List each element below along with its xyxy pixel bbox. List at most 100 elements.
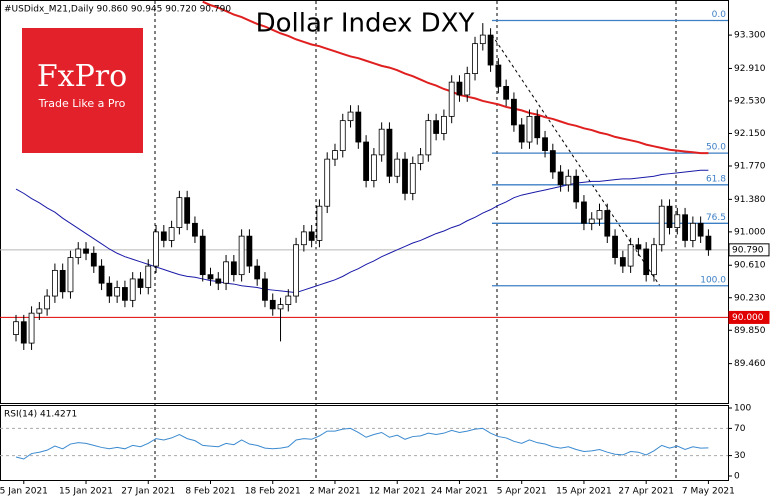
x-tick-label: 12 Mar 2021 xyxy=(369,487,426,497)
candle-body xyxy=(153,231,159,267)
candle-body xyxy=(487,34,494,66)
candle-body xyxy=(192,222,198,237)
rsi-label: RSI(14) 41.4271 xyxy=(4,410,77,420)
candle-body xyxy=(666,205,673,228)
y-tick-label: 93.300 xyxy=(734,31,766,41)
x-tick-label: 2 Mar 2021 xyxy=(309,487,360,497)
candle-body xyxy=(347,111,354,122)
candle-body xyxy=(160,231,167,241)
rsi-tick-label: 70 xyxy=(734,424,746,434)
logo-tagline: Trade Like a Pro xyxy=(38,97,126,110)
candle-body xyxy=(36,308,43,314)
main-panel xyxy=(0,0,729,404)
candle-body xyxy=(137,278,144,288)
moving-average xyxy=(202,0,709,155)
candle-body xyxy=(300,231,307,246)
candle-body xyxy=(581,201,587,224)
candle-body xyxy=(705,235,712,251)
x-tick-label: 27 Apr 2021 xyxy=(618,487,674,497)
moving-average xyxy=(15,169,709,294)
candle-body xyxy=(59,269,66,293)
candle-body xyxy=(207,274,214,280)
x-tick-label: 7 May 2021 xyxy=(682,487,735,497)
candle-body xyxy=(269,299,276,310)
candle-body xyxy=(44,295,51,310)
x-tick-label: 8 Feb 2021 xyxy=(185,487,235,497)
candle-body xyxy=(643,248,650,276)
candle-body xyxy=(635,244,642,250)
x-tick-label: 5 Apr 2021 xyxy=(497,487,547,497)
candle-body xyxy=(122,287,128,301)
candle-body xyxy=(456,81,463,96)
candle-body xyxy=(168,227,175,241)
logo-name: FxPro xyxy=(37,59,127,94)
candle-body xyxy=(75,248,82,258)
y-tick-label: 90.230 xyxy=(734,293,766,303)
fib-label: 76.5 xyxy=(706,213,726,223)
candle-body xyxy=(223,261,229,284)
candle-body xyxy=(464,73,471,96)
candle-body xyxy=(98,265,105,284)
candle-body xyxy=(106,282,113,297)
candle-body xyxy=(83,248,89,254)
fib-trend-line xyxy=(491,34,661,287)
candle-body xyxy=(230,261,237,276)
fib-label: 50.0 xyxy=(706,143,726,153)
candle-body xyxy=(324,158,331,207)
candle-body xyxy=(526,115,533,143)
fib-label: 61.8 xyxy=(706,174,726,184)
candle-body xyxy=(129,278,136,301)
candle-body xyxy=(573,175,580,203)
fib-label: 0.0 xyxy=(712,10,727,20)
candle-body xyxy=(339,120,346,151)
fib-label: 100.0 xyxy=(700,275,726,285)
logo-box xyxy=(22,28,143,153)
candle-body xyxy=(394,158,401,177)
candle-body xyxy=(409,163,416,194)
candle-body xyxy=(355,111,362,143)
candle-body xyxy=(386,128,393,177)
candle-body xyxy=(215,278,222,284)
candle-body xyxy=(495,64,502,87)
y-tick-label: 89.850 xyxy=(734,326,766,336)
candle-body xyxy=(378,128,385,156)
candle-body xyxy=(503,86,510,100)
candle-body xyxy=(145,265,152,288)
x-tick-label: 15 Jan 2021 xyxy=(59,487,113,497)
price-label: 90.790 xyxy=(732,245,764,255)
candle-body xyxy=(658,205,665,246)
x-tick-label: 18 Feb 2021 xyxy=(245,487,301,497)
y-tick-label: 90.610 xyxy=(734,261,766,271)
candle-body xyxy=(674,214,681,228)
candle-body xyxy=(363,141,370,181)
candle-body xyxy=(262,278,268,301)
candle-body xyxy=(246,235,253,267)
x-tick-label: 5 Jan 2021 xyxy=(0,487,48,497)
candle-body xyxy=(682,214,688,241)
candle-body xyxy=(67,257,74,293)
candle-body xyxy=(542,137,548,151)
candle-body xyxy=(13,321,19,335)
rsi-tick-label: 0 xyxy=(734,472,740,482)
candle-body xyxy=(604,210,611,237)
candle-body xyxy=(534,115,541,139)
candle-body xyxy=(90,252,97,267)
candle-body xyxy=(316,205,323,241)
candle-body xyxy=(588,218,595,224)
candle-body xyxy=(448,81,455,117)
y-tick-label: 92.150 xyxy=(734,129,766,139)
candle-body xyxy=(518,124,525,143)
candle-body xyxy=(370,154,377,181)
price-label: 90.000 xyxy=(732,313,764,323)
rsi-tick-label: 100 xyxy=(734,404,751,414)
x-tick-label: 15 Apr 2021 xyxy=(556,487,612,497)
candle-body xyxy=(433,120,440,134)
candle-body xyxy=(52,269,58,297)
header: #USDidx_M21,Daily 90.860 90.945 90.720 9… xyxy=(4,5,231,15)
candle-body xyxy=(689,222,696,241)
candle-body xyxy=(425,120,432,156)
x-tick-label: 24 Mar 2021 xyxy=(431,487,488,497)
y-tick-label: 91.000 xyxy=(734,227,766,237)
candle-body xyxy=(238,235,245,276)
